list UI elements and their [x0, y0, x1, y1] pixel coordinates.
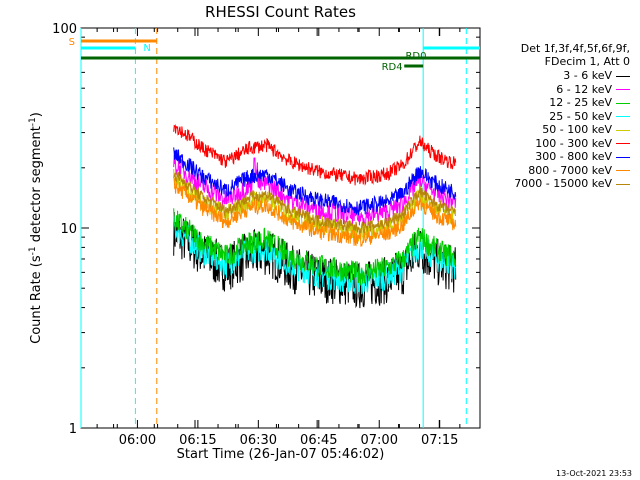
s-label: S: [69, 37, 75, 48]
series-line: [173, 177, 457, 248]
x-tick-label: 07:00: [361, 433, 398, 448]
legend-entry-label: 100 - 300 keV: [535, 136, 612, 150]
series-line: [173, 171, 457, 234]
legend-entry-label: 6 - 12 keV: [556, 82, 612, 96]
x-tick-label: 06:15: [179, 433, 216, 448]
legend-entry: 100 - 300 keV: [535, 137, 630, 150]
series-line: [173, 123, 457, 186]
legend-entry-label: 300 - 800 keV: [535, 150, 612, 163]
rd0-label: RD0: [405, 51, 426, 62]
y-axis-label: Count Rate (s-1 detector segment-1): [28, 112, 44, 344]
legend-entry-label: 12 - 25 keV: [549, 96, 612, 109]
legend-swatch: [616, 75, 630, 77]
legend-header: Det 1f,3f,4f,5f,6f,9f, FDecim 1, Att 0: [521, 42, 630, 68]
legend-swatch: [616, 156, 630, 158]
legend-header-line-1: Det 1f,3f,4f,5f,6f,9f,: [520, 42, 630, 55]
y-axis-label-part: ): [29, 112, 44, 117]
legend-entry: 12 - 25 keV: [549, 96, 630, 109]
legend-entry: 300 - 800 keV: [535, 150, 630, 163]
legend-swatch: [616, 183, 630, 185]
x-axis-label: Start Time (26-Jan-07 05:46:02): [177, 447, 385, 462]
legend-entry-label: 800 - 7000 keV: [528, 163, 612, 177]
series-line: [173, 154, 457, 227]
x-tick-label: 07:15: [421, 433, 458, 448]
y-axis-label-part: -1: [28, 246, 38, 255]
legend-entry: 25 - 50 keV: [549, 110, 630, 123]
series-line: [173, 208, 457, 286]
y-tick-label: 10: [60, 222, 77, 237]
legend-swatch: [616, 143, 630, 144]
legend-entry: 3 - 6 keV: [563, 69, 630, 82]
legend-swatch: [616, 89, 630, 90]
x-tick-label: 06:00: [119, 433, 156, 448]
y-axis-label-part: detector segment: [29, 126, 44, 246]
x-tick-label: 06:45: [300, 433, 337, 448]
y-axis-label-part: Count Rate (s: [29, 255, 44, 344]
legend-swatch: [616, 116, 630, 117]
y-tick-label: 100: [52, 22, 77, 37]
series-line: [173, 147, 457, 216]
plot-frame: [80, 27, 481, 429]
x-tick-label: 06:30: [240, 433, 277, 448]
legend-entry: 50 - 100 keV: [542, 123, 630, 136]
legend-entry-label: 25 - 50 keV: [549, 109, 612, 123]
legend-entry-label: 50 - 100 keV: [542, 123, 612, 136]
footer-timestamp: 13-Oct-2021 23:53: [556, 469, 632, 478]
legend-header-line-2: FDecim 1, Att 0: [544, 55, 630, 68]
legend-entry-label: 7000 - 15000 keV: [514, 177, 612, 190]
y-tick-label: 1: [69, 422, 77, 437]
series-line: [173, 211, 457, 309]
legend-swatch: [616, 102, 630, 104]
legend-swatch: [616, 170, 630, 171]
series-line: [173, 215, 457, 295]
legend-entry-label: 3 - 6 keV: [563, 69, 612, 82]
legend-swatch: [616, 129, 630, 131]
n-label: N: [143, 43, 150, 54]
legend-entry: 6 - 12 keV: [556, 83, 630, 96]
legend-entry: 800 - 7000 keV: [528, 164, 630, 177]
rd4-label: RD4: [382, 62, 403, 73]
y-axis-label-part: -1: [28, 117, 38, 126]
series-line: [173, 169, 457, 242]
chart-title: RHESSI Count Rates: [205, 3, 356, 21]
legend-entry: 7000 - 15000 keV: [514, 177, 630, 190]
